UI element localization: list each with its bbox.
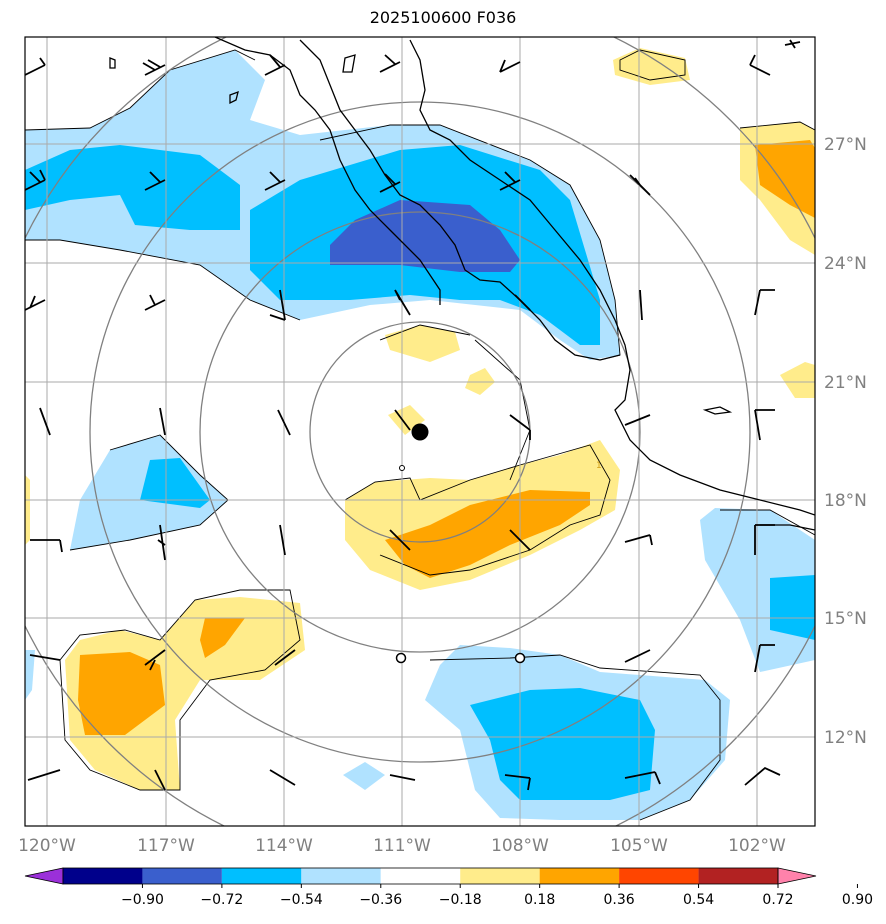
colorbar-tick-label: −0.18 bbox=[439, 892, 482, 908]
colorbar-swatch bbox=[142, 868, 222, 884]
colorbar-swatch bbox=[63, 868, 143, 884]
colorbar-swatch bbox=[539, 868, 620, 884]
contour-label: 1 bbox=[596, 461, 602, 471]
lon-label: 120°W bbox=[18, 836, 76, 856]
colorbar-swatch bbox=[460, 868, 540, 884]
lat-label: 21°N bbox=[824, 373, 867, 393]
lon-label: 102°W bbox=[728, 836, 786, 856]
lat-label: 18°N bbox=[824, 491, 867, 511]
storm-center-marker bbox=[411, 423, 429, 441]
reference-point-marker bbox=[395, 652, 407, 664]
positive-orange-regions bbox=[78, 140, 815, 735]
small-marker bbox=[399, 465, 405, 471]
wind-barbs bbox=[25, 39, 801, 791]
colorbar-extend-high bbox=[777, 867, 817, 885]
lon-label: 108°W bbox=[491, 836, 549, 856]
lon-label: 111°W bbox=[373, 836, 431, 856]
lon-label: 117°W bbox=[137, 836, 195, 856]
colorbar-tick-label: −0.72 bbox=[200, 892, 243, 908]
colorbar-tick-label: 0.90 bbox=[842, 892, 873, 908]
lat-label: 24°N bbox=[824, 254, 867, 274]
colorbar: −0.90 −0.72 −0.54 −0.36 −0.18 0.18 0.36 0.54 0.7… bbox=[24, 867, 873, 908]
colorbar-swatch bbox=[301, 868, 381, 884]
colorbar-swatch bbox=[380, 868, 461, 884]
lat-label: 27°N bbox=[824, 135, 867, 155]
longitude-labels: 120°W 117°W 114°W 111°W 108°W 105°W 102°… bbox=[18, 836, 786, 856]
colorbar-tick-label: 0.54 bbox=[683, 892, 714, 908]
positive-yellow-regions bbox=[25, 48, 815, 790]
colorbar-swatch bbox=[221, 868, 302, 884]
colorbar-swatch bbox=[698, 868, 778, 884]
lat-label: 15°N bbox=[824, 609, 867, 629]
lon-label: 105°W bbox=[610, 836, 668, 856]
lat-label: 12°N bbox=[824, 728, 867, 748]
colorbar-tick-label: 0.72 bbox=[762, 892, 793, 908]
coastlines bbox=[109, 37, 815, 531]
lon-label: 114°W bbox=[255, 836, 313, 856]
colorbar-tick-label: 0.18 bbox=[524, 892, 555, 908]
colorbar-tick-label: 0.36 bbox=[604, 892, 635, 908]
lat-lon-grid bbox=[25, 37, 815, 826]
colorbar-tick-label: −0.90 bbox=[121, 892, 164, 908]
colorbar-tick-label: −0.36 bbox=[359, 892, 402, 908]
map-title: 2025100600 F036 bbox=[369, 8, 517, 27]
reference-point-marker bbox=[514, 652, 526, 664]
latitude-labels: 27°N 24°N 21°N 18°N 15°N 12°N bbox=[824, 135, 867, 748]
colorbar-tick-label: −0.54 bbox=[280, 892, 323, 908]
colorbar-swatch bbox=[619, 868, 699, 884]
colorbar-extend-low bbox=[24, 867, 64, 885]
colorbar-outline bbox=[62, 867, 779, 885]
map-frame bbox=[24, 36, 816, 827]
